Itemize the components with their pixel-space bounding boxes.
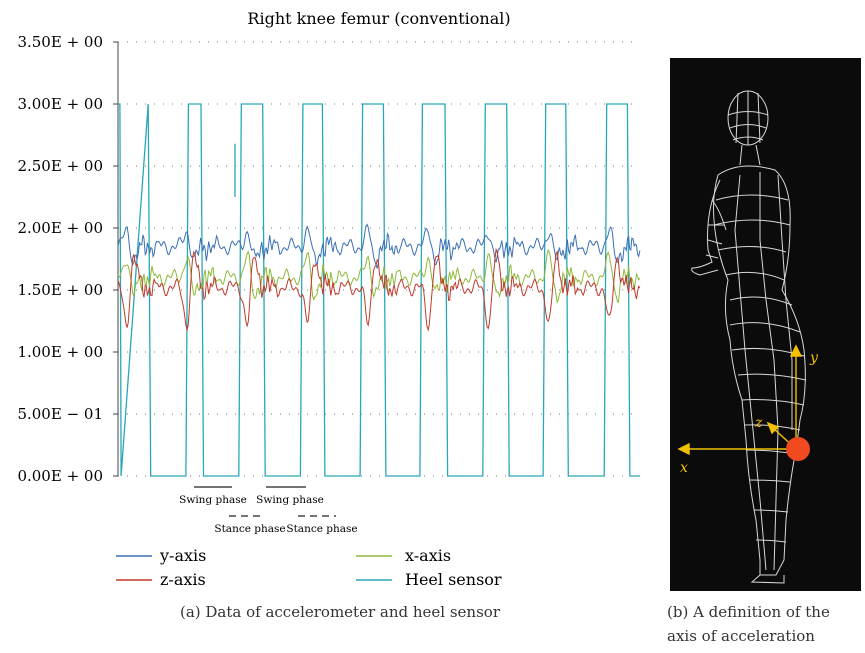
body-axis-figure: y z x: [670, 58, 861, 591]
series-line-x-axis: [117, 248, 641, 305]
series-lines: [117, 103, 641, 477]
z-arrow-icon: [766, 421, 780, 435]
y-tick-label: 1.50E + 00: [17, 281, 103, 299]
stance-phase-label-2: Stance phase: [286, 523, 357, 535]
caption-a: (a) Data of accelerometer and heel senso…: [180, 603, 501, 621]
phase-markers: Swing phase Swing phase Stance phase Sta…: [179, 486, 358, 535]
swing-phase-label-2: Swing phase: [256, 494, 324, 506]
caption-b-line1: (b) A definition of the: [667, 603, 830, 621]
chart-title: Right knee femur (conventional): [247, 9, 510, 28]
series-line-z-axis: [117, 247, 641, 332]
y-tick-labels: 3.50E + 00 3.00E + 00 2.50E + 00 2.00E + 00…: [17, 33, 118, 485]
y-tick-label: 3.50E + 00: [17, 33, 103, 51]
y-tick-label: 0.00E + 00: [17, 467, 103, 485]
caption-b-line2: axis of acceleration: [667, 627, 815, 645]
x-arrow-icon: [677, 442, 690, 456]
y-tick-label: 1.00E + 00: [17, 343, 103, 361]
axis-label-x: x: [680, 460, 688, 476]
axis-label-z: z: [754, 415, 763, 431]
legend-label-heel-sensor: Heel sensor: [405, 570, 502, 589]
legend: y-axis z-axis x-axis Heel sensor: [116, 546, 502, 589]
legend-label-y-axis: y-axis: [159, 546, 206, 565]
y-tick-label: 2.00E + 00: [17, 219, 103, 237]
y-arrow-icon: [789, 344, 803, 357]
y-tick-label: 5.00E − 01: [17, 405, 103, 423]
series-line-heel-sensor: [118, 103, 640, 477]
series-line-y-axis: [117, 223, 641, 269]
sensor-dot: [786, 437, 810, 461]
axis-label-y: y: [809, 350, 819, 366]
y-tick-label: 2.50E + 00: [17, 157, 103, 175]
figure-background: [670, 58, 861, 591]
legend-label-z-axis: z-axis: [160, 570, 206, 589]
y-tick-label: 3.00E + 00: [17, 95, 103, 113]
wireframe-body: [691, 90, 807, 584]
acceleration-axes: [677, 344, 803, 456]
swing-phase-label-1: Swing phase: [179, 494, 247, 506]
legend-label-x-axis: x-axis: [405, 546, 451, 565]
stance-phase-label-1: Stance phase: [214, 523, 285, 535]
